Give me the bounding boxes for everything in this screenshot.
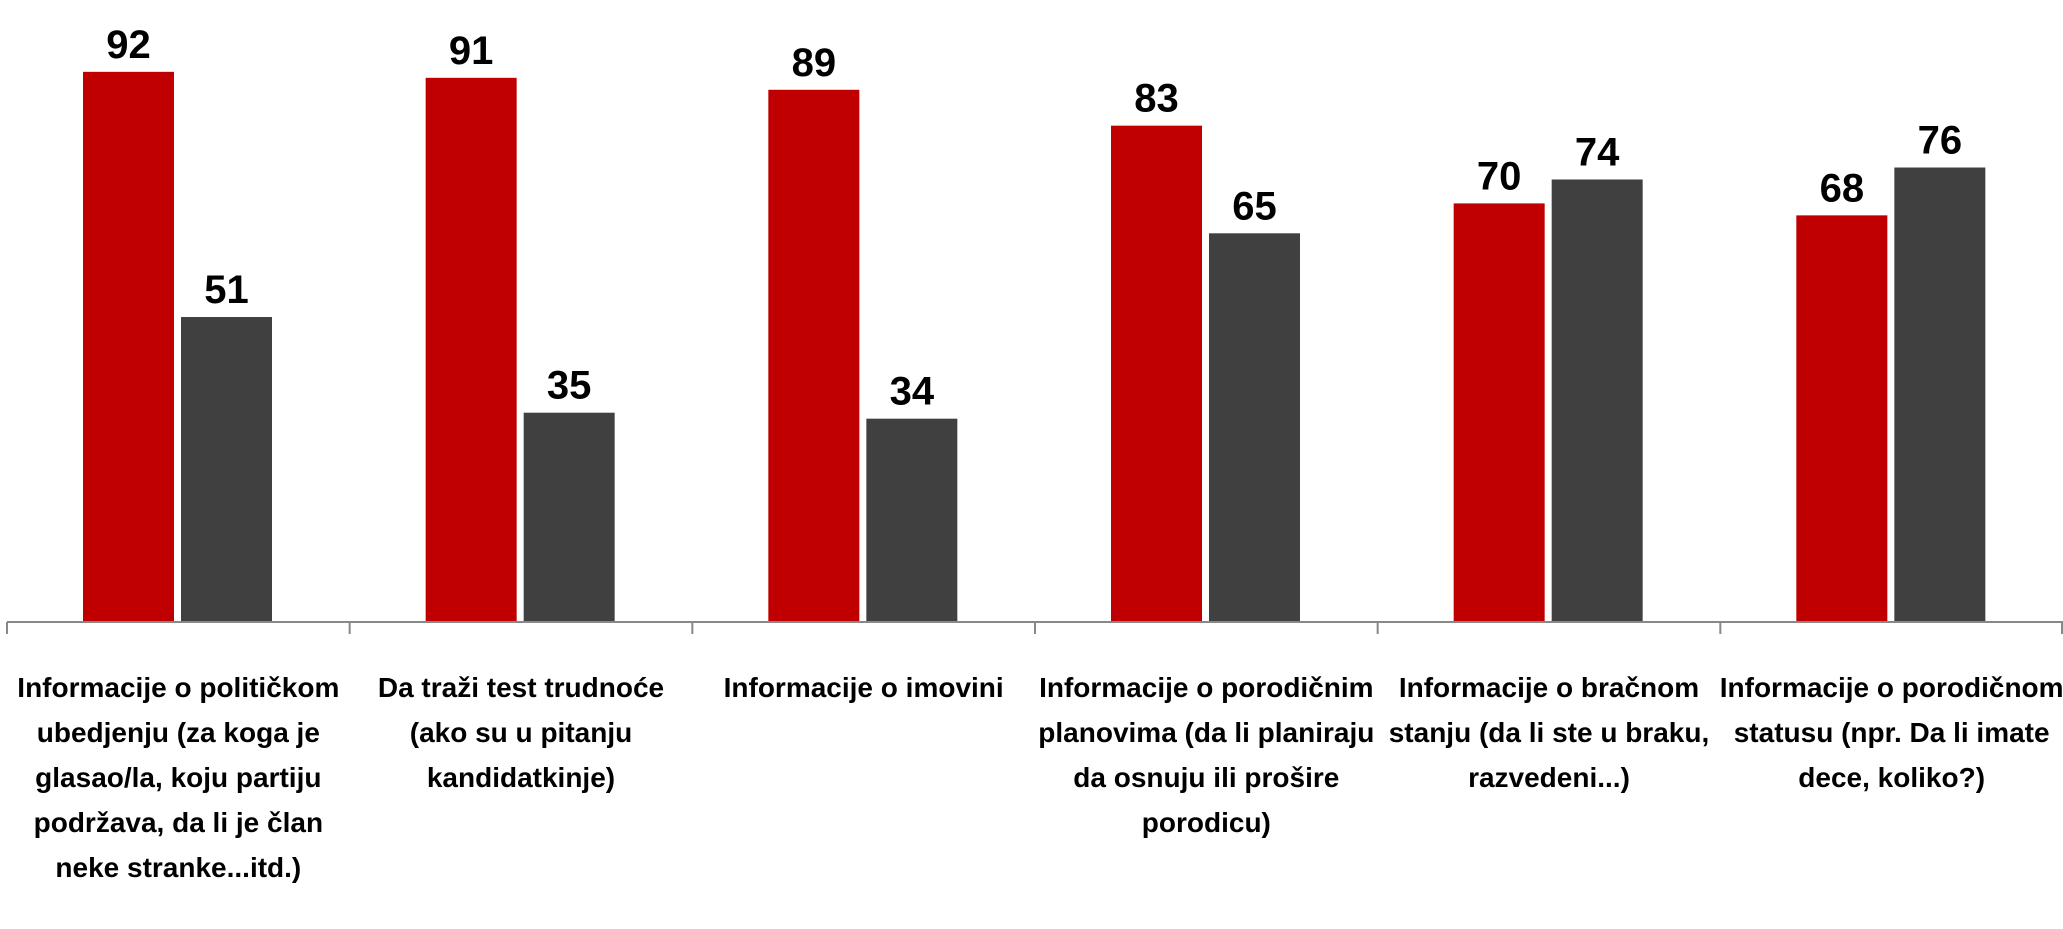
bar <box>1111 125 1202 622</box>
value-label: 51 <box>204 268 249 312</box>
value-label: 92 <box>106 23 151 67</box>
value-label: 68 <box>1820 166 1865 210</box>
x-tick-label: Informacije o bračnom stanju (da li ste … <box>1388 672 1710 793</box>
bar <box>1551 179 1643 623</box>
x-tick-label: Da traži test trudnoće (ako su u pitanju… <box>377 672 665 793</box>
bar <box>425 77 517 622</box>
bar <box>1453 203 1545 622</box>
value-label: 76 <box>1918 119 1963 163</box>
bar <box>1209 233 1300 623</box>
value-label: 91 <box>449 29 494 73</box>
bar <box>768 89 860 622</box>
value-label: 89 <box>792 41 837 85</box>
bar <box>181 317 272 622</box>
bar <box>83 71 174 623</box>
x-tick-label: Informacije o porodičnim planovima (da l… <box>1038 672 1375 838</box>
x-tick-label: Informacije o porodičnom statusu (npr. D… <box>1719 672 2063 793</box>
value-label: 83 <box>1134 77 1179 121</box>
x-tick-label: Informacije o političkom ubedjenju (za k… <box>17 672 340 883</box>
value-label: 70 <box>1477 154 1522 198</box>
value-label: 74 <box>1575 130 1620 174</box>
value-label: 35 <box>547 364 592 408</box>
bar <box>1796 215 1888 623</box>
bar <box>866 418 958 622</box>
value-label: 34 <box>890 370 935 414</box>
bar <box>1894 167 1986 622</box>
bar <box>523 412 615 622</box>
value-label: 65 <box>1232 184 1277 228</box>
x-tick-label: Informacije o imovini <box>723 672 1004 703</box>
